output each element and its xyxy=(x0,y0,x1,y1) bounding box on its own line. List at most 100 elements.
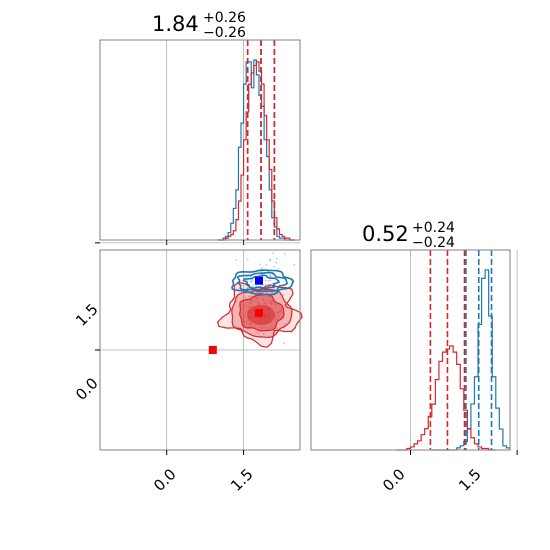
scatter-point-blue xyxy=(252,284,254,287)
scatter-point-blue xyxy=(267,279,270,282)
joint-panel: 1.5 0.0 0.0 1.5 xyxy=(72,242,303,495)
scatter-point-red xyxy=(284,323,287,325)
scatter-point-blue xyxy=(277,267,280,270)
scatter-point-blue xyxy=(259,263,262,266)
title-param2-upper: +0.24 xyxy=(412,220,455,236)
scatter-point-red xyxy=(245,321,248,324)
histograms-param2 xyxy=(396,269,511,451)
scatter-point-red xyxy=(257,301,259,304)
scatter-point-blue xyxy=(246,287,249,290)
scatter-point-red xyxy=(277,311,280,314)
scatter-point-blue xyxy=(271,299,274,302)
histogram-param1-red xyxy=(217,61,295,241)
marginal-param1-frame xyxy=(99,39,301,241)
scatter-point-red xyxy=(262,333,265,335)
scatter-point-blue xyxy=(276,257,278,260)
scatter-point-red xyxy=(243,320,246,323)
scatter-point-blue xyxy=(271,292,274,295)
scatter-point-red xyxy=(251,299,254,302)
scatter-point-blue xyxy=(271,273,274,276)
scatter-point-blue xyxy=(261,291,264,294)
scatter-point-blue xyxy=(269,259,272,262)
scatter-point-blue xyxy=(293,263,296,266)
scatter-point-red xyxy=(283,342,286,345)
scatter-point-red xyxy=(257,332,260,335)
marker-red-square xyxy=(208,346,217,354)
scatter-point-red xyxy=(275,318,278,321)
marker-red-square-center xyxy=(254,308,263,317)
m2-xtick-label-0.0: 0.0 xyxy=(379,465,409,495)
scatter-point-red xyxy=(279,310,282,313)
scatter-point-blue xyxy=(266,291,268,294)
scatter-point-red xyxy=(269,302,272,305)
quantile-lines-param1 xyxy=(246,40,276,240)
scatter-point-red xyxy=(261,326,264,329)
scatter-point-blue xyxy=(261,267,264,269)
histogram-param1-blue xyxy=(217,59,295,241)
scatter-point-blue xyxy=(241,279,244,282)
title-param1-upper: +0.26 xyxy=(203,10,246,26)
quantile-lines-param2 xyxy=(429,250,493,450)
scatter-point-blue xyxy=(249,302,252,304)
scatter-point-blue xyxy=(269,275,272,278)
scatter-point-blue xyxy=(268,295,271,298)
scatter-point-blue xyxy=(255,299,258,302)
scatter-point-blue xyxy=(235,259,238,262)
scatter-point-red xyxy=(247,306,250,309)
scatter-point-blue xyxy=(250,280,253,283)
grid-m2 xyxy=(410,250,518,450)
joint-xtick-label-0.0: 0.0 xyxy=(150,465,180,495)
joint-ytick-label-0.0: 0.0 xyxy=(72,374,102,404)
scatter-point-blue xyxy=(244,296,247,299)
contour-blue-level-2 xyxy=(242,274,280,290)
scatter-point-blue xyxy=(275,261,278,264)
scatter-point-red xyxy=(276,311,279,314)
ticks-joint xyxy=(95,242,245,455)
title-param1-lower: −0.26 xyxy=(203,25,246,41)
scatter-point-red xyxy=(263,302,266,305)
title-param2-lower: −0.24 xyxy=(412,235,455,251)
scatter-point-red xyxy=(258,303,260,305)
scatter-point-blue xyxy=(264,302,267,304)
scatter-point-blue xyxy=(269,275,272,278)
histogram-param2-blue xyxy=(431,269,511,451)
scatter-point-blue xyxy=(269,279,272,282)
scatter-point-blue xyxy=(246,258,249,261)
scatter-point-red xyxy=(270,303,273,306)
scatter-point-red xyxy=(249,299,252,302)
ticks-m2 xyxy=(410,450,518,455)
marker-blue-square xyxy=(254,276,263,285)
title-param2-value: 0.52 xyxy=(362,222,409,246)
scatter-point-red xyxy=(276,327,279,330)
scatter-point-blue xyxy=(265,263,268,266)
scatter-point-blue xyxy=(270,300,273,303)
scatter-point-red xyxy=(262,298,265,301)
scatter-point-blue xyxy=(268,273,271,276)
grid-m1 xyxy=(166,40,244,240)
marginal-param2-panel: 0.0 1.5 0.52 +0.24 −0.24 xyxy=(310,220,518,495)
title-param1-value: 1.84 xyxy=(152,12,199,36)
contour-blue-level-1 xyxy=(236,271,288,293)
scatter-point-blue xyxy=(282,293,285,296)
joint-ytick-label-1.5: 1.5 xyxy=(72,300,102,330)
contour-blue-level-0 xyxy=(231,269,294,296)
m2-xtick-label-1.5: 1.5 xyxy=(455,465,485,495)
scatter-point-blue xyxy=(269,258,272,261)
scatter-point-blue xyxy=(273,288,276,291)
scatter-point-blue xyxy=(283,252,286,255)
scatter-point-blue xyxy=(246,287,249,290)
scatter-point-blue xyxy=(273,265,276,268)
histograms-param1 xyxy=(217,59,295,241)
scatter-point-red xyxy=(275,303,278,306)
scatter-point-red xyxy=(271,301,274,304)
scatter-point-red xyxy=(249,323,252,325)
scatter-point-red xyxy=(248,295,251,298)
histogram-param2-red xyxy=(396,345,496,451)
scatter-point-red xyxy=(248,322,251,325)
scatter-point-blue xyxy=(250,280,253,283)
scatter-point-blue xyxy=(251,279,254,281)
scatter-point-blue xyxy=(256,297,259,300)
scatter-point-red xyxy=(242,316,245,318)
scatter-point-blue xyxy=(264,279,267,282)
